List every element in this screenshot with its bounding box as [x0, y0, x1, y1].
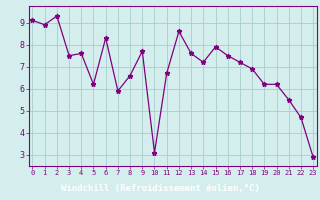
Text: Windchill (Refroidissement éolien,°C): Windchill (Refroidissement éolien,°C) [60, 184, 260, 193]
